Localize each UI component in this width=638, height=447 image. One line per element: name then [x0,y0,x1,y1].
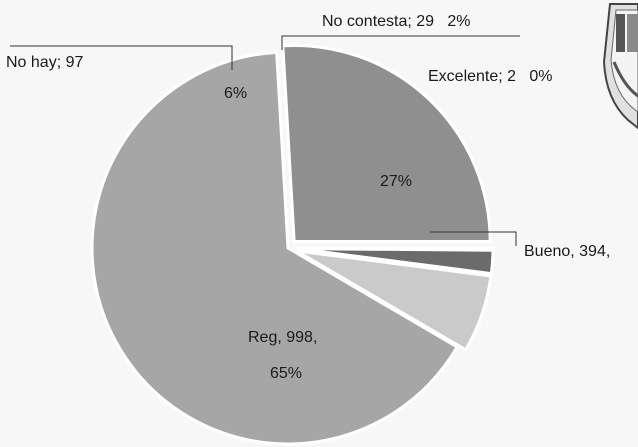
leader-line-bueno [430,231,517,246]
leader-line-no-contesta [281,35,520,50]
label-no-hay: No hay; 97 [6,54,83,71]
leader-line-no-hay [10,45,233,70]
pie-slice-reg [90,50,460,446]
label-no-hay-percent: 6% [224,85,247,102]
label-reg-percent: 65% [270,365,302,382]
pie-slices [90,43,495,446]
pie-slice-no-hay [295,249,493,352]
label-bueno-percent: 27% [380,173,412,190]
logo-seal [602,3,638,130]
label-reg-name: Reg, 998, [248,329,317,346]
label-no-contesta: No contesta; 29 2% [322,13,471,30]
label-bueno: Bueno, 394, [524,243,610,260]
leader-lines [10,35,520,246]
pie-slice-excelente [296,246,495,252]
pie-slice-bueno [281,43,492,243]
label-excelente: Excelente; 2 0% [428,68,553,85]
